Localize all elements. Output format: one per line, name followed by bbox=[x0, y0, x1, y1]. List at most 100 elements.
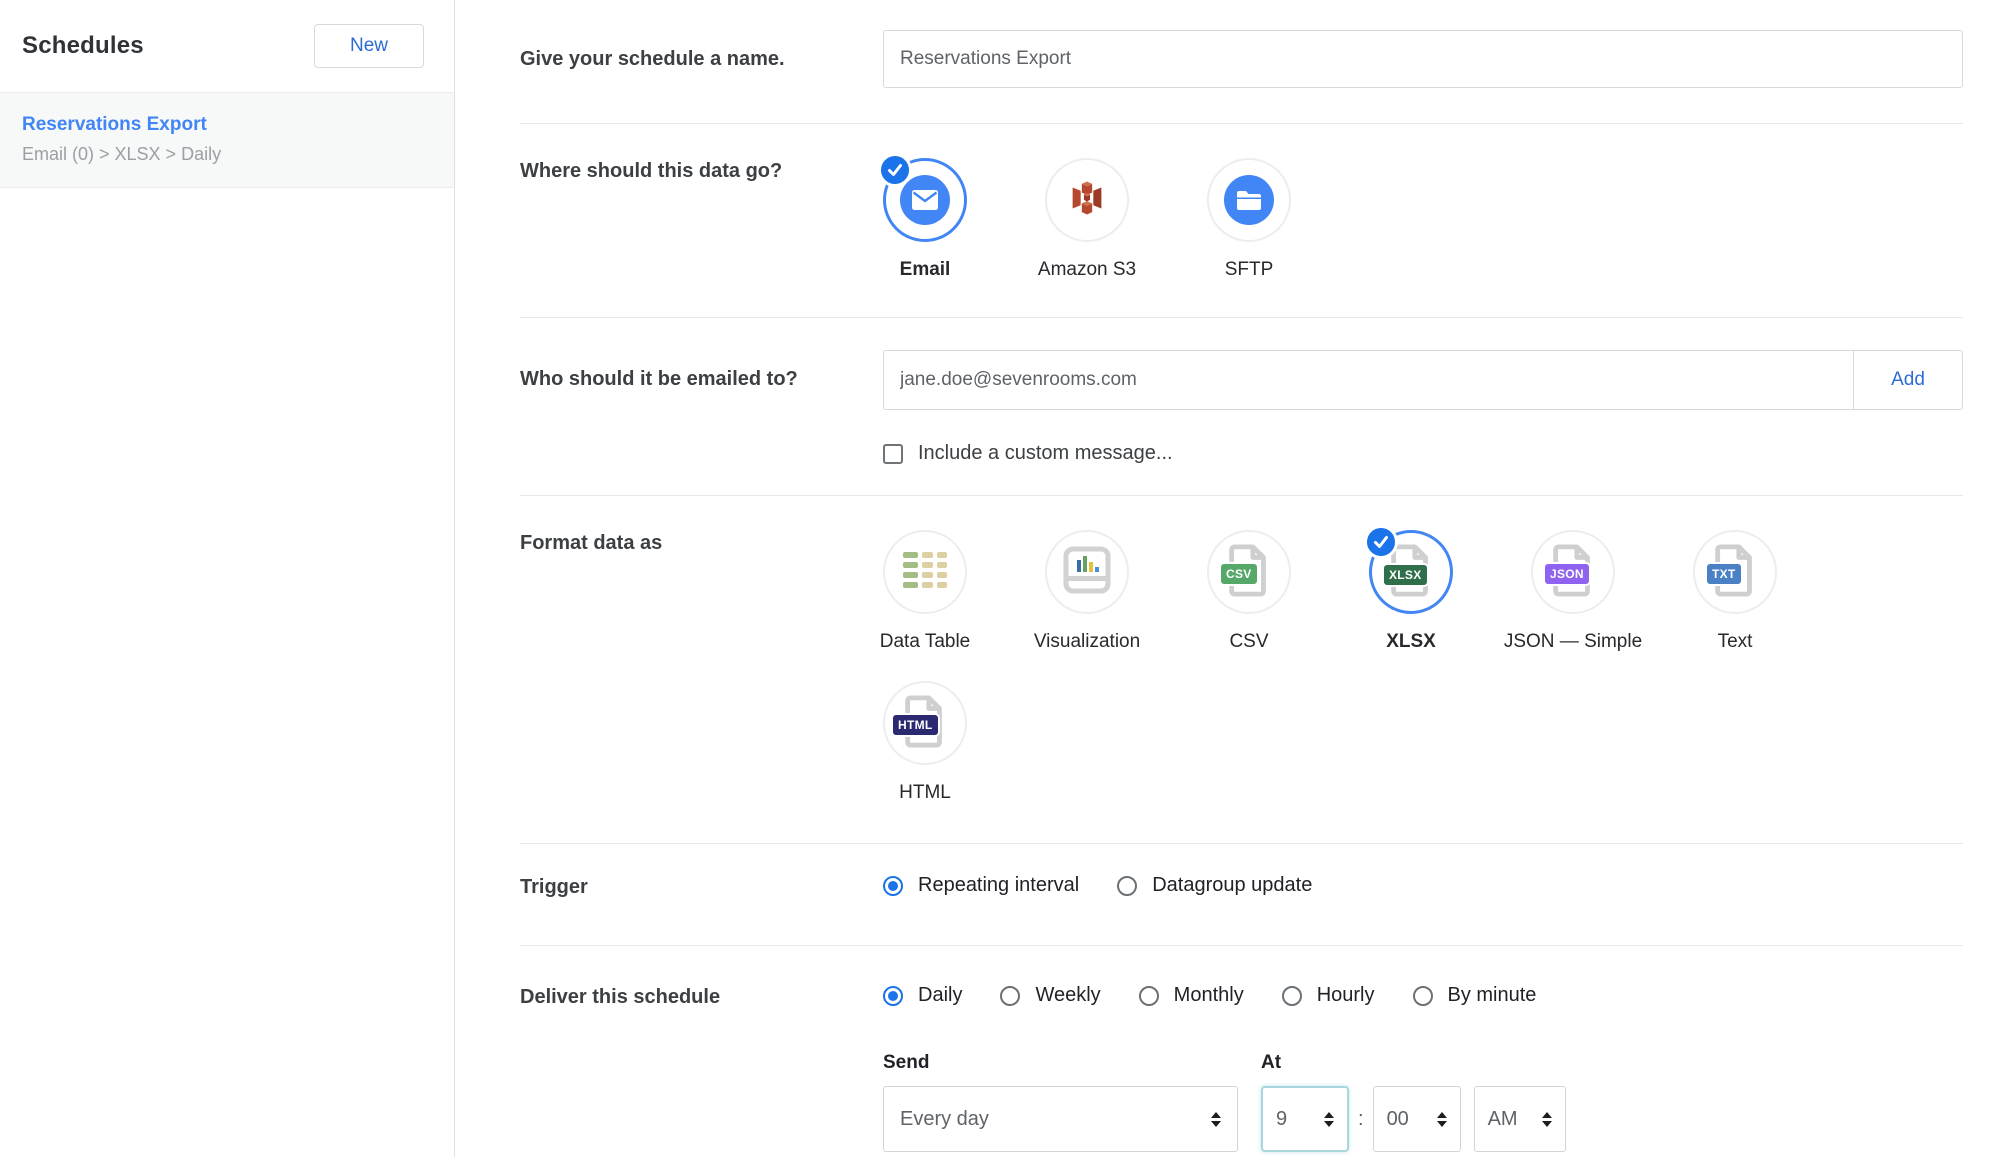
selected-check-icon bbox=[878, 153, 912, 187]
schedule-item-summary: Email (0) > XLSX > Daily bbox=[22, 144, 222, 164]
select-arrows-icon bbox=[1324, 1111, 1334, 1127]
format-section: Format data as bbox=[520, 496, 1963, 844]
send-label: Send bbox=[883, 1052, 930, 1073]
xlsx-badge: XLSX bbox=[1382, 563, 1429, 587]
name-section: Give your schedule a name. bbox=[520, 0, 1963, 124]
recipients-section-label: Who should it be emailed to? bbox=[520, 368, 798, 390]
radio-unselected-icon bbox=[1138, 985, 1159, 1006]
s3-option-circle bbox=[1045, 158, 1129, 242]
format-option-text[interactable]: TXT Text bbox=[1693, 530, 1777, 653]
destination-option-amazon-s3[interactable]: Amazon S3 bbox=[1038, 158, 1136, 281]
json-option-circle: JSON bbox=[1531, 530, 1615, 614]
deliver-option-hourly[interactable]: Hourly bbox=[1281, 984, 1375, 1007]
visualization-icon bbox=[1063, 546, 1111, 599]
txt-badge: TXT bbox=[1705, 562, 1743, 586]
custom-message-label: Include a custom message... bbox=[918, 442, 1173, 464]
schedule-name-input[interactable] bbox=[883, 30, 1963, 88]
meridiem-value: AM bbox=[1487, 1107, 1518, 1130]
recipients-section: Who should it be emailed to? Add Include… bbox=[520, 318, 1963, 496]
trigger-section: Trigger Repeating interval Datagroup upd… bbox=[520, 844, 1963, 946]
amazon-s3-icon bbox=[1064, 175, 1110, 226]
destination-option-sftp[interactable]: SFTP bbox=[1207, 158, 1291, 281]
schedule-time-controls: Send Every day At 9 : bbox=[883, 1052, 1963, 1152]
destination-options: Email bbox=[878, 153, 1963, 281]
sidebar-title: Schedules bbox=[22, 32, 144, 59]
file-icon bbox=[1227, 543, 1271, 602]
radio-unselected-icon bbox=[1412, 985, 1433, 1006]
select-arrows-icon bbox=[1436, 1111, 1447, 1127]
minute-value: 00 bbox=[1386, 1107, 1409, 1130]
radio-option-label: Monthly bbox=[1173, 984, 1244, 1006]
email-input-row: Add bbox=[883, 350, 1963, 410]
format-option-json-simple[interactable]: JSON JSON — Simple bbox=[1504, 530, 1642, 653]
radio-option-label: Repeating interval bbox=[918, 874, 1080, 896]
schedule-form: Give your schedule a name. Where should … bbox=[455, 0, 2000, 1157]
meridiem-select[interactable]: AM bbox=[1473, 1086, 1566, 1152]
at-column: At 9 : 00 AM bbox=[1261, 1052, 1566, 1152]
deliver-option-daily[interactable]: Daily bbox=[883, 984, 962, 1007]
data-table-icon bbox=[901, 550, 949, 595]
select-arrows-icon bbox=[1211, 1111, 1221, 1127]
destination-option-label: SFTP bbox=[1224, 259, 1274, 280]
data-table-option-circle bbox=[883, 530, 967, 614]
deliver-option-weekly[interactable]: Weekly bbox=[1000, 984, 1101, 1007]
format-option-label: Data Table bbox=[879, 631, 971, 652]
sftp-folder-icon bbox=[1224, 175, 1274, 225]
format-option-data-table[interactable]: Data Table bbox=[880, 530, 970, 653]
format-section-label: Format data as bbox=[520, 532, 663, 554]
deliver-option-monthly[interactable]: Monthly bbox=[1138, 984, 1244, 1007]
deliver-frequency-options: Daily Weekly Monthly Hourly bbox=[883, 984, 1963, 1007]
deliver-section-label: Deliver this schedule bbox=[520, 986, 721, 1008]
time-select-row: 9 : 00 AM bbox=[1261, 1086, 1566, 1152]
radio-option-label: Daily bbox=[918, 984, 963, 1006]
trigger-section-label: Trigger bbox=[520, 876, 588, 898]
sftp-option-circle bbox=[1207, 158, 1291, 242]
new-schedule-button[interactable]: New bbox=[314, 24, 424, 68]
hour-select[interactable]: 9 bbox=[1261, 1086, 1349, 1152]
destination-option-label: Email bbox=[899, 259, 951, 280]
schedules-sidebar: Schedules New Reservations Export Email … bbox=[0, 0, 455, 1157]
format-options: Data Table bbox=[880, 525, 1873, 804]
custom-message-checkbox[interactable] bbox=[883, 443, 903, 464]
send-interval-select[interactable]: Every day bbox=[883, 1086, 1238, 1152]
radio-selected-icon bbox=[883, 875, 903, 896]
file-icon bbox=[1713, 543, 1757, 602]
radio-option-label: Datagroup update bbox=[1152, 874, 1313, 896]
add-recipient-button[interactable]: Add bbox=[1853, 350, 1963, 410]
format-option-label: CSV bbox=[1229, 631, 1269, 652]
visualization-option-circle bbox=[1045, 530, 1129, 614]
name-section-label: Give your schedule a name. bbox=[520, 48, 785, 70]
format-option-visualization[interactable]: Visualization bbox=[1034, 530, 1140, 653]
send-interval-value: Every day bbox=[900, 1107, 989, 1130]
format-option-html[interactable]: HTML HTML bbox=[883, 681, 967, 804]
radio-selected-icon bbox=[883, 985, 903, 1006]
radio-option-label: Hourly bbox=[1316, 984, 1375, 1006]
format-option-csv[interactable]: CSV CSV bbox=[1207, 530, 1291, 653]
sidebar-header: Schedules New bbox=[0, 0, 454, 93]
email-option-circle bbox=[878, 153, 967, 242]
recipient-email-input[interactable] bbox=[883, 350, 1854, 410]
schedule-list-item[interactable]: Reservations Export Email (0) > XLSX > D… bbox=[0, 93, 454, 188]
json-badge: JSON bbox=[1543, 562, 1591, 586]
text-option-circle: TXT bbox=[1693, 530, 1777, 614]
format-option-xlsx[interactable]: XLSX XLSX bbox=[1364, 525, 1453, 653]
destination-section-label: Where should this data go? bbox=[520, 160, 783, 182]
destination-option-label: Amazon S3 bbox=[1037, 259, 1137, 280]
trigger-option-datagroup-update[interactable]: Datagroup update bbox=[1117, 874, 1312, 897]
destination-option-email[interactable]: Email bbox=[878, 153, 967, 281]
file-icon bbox=[903, 694, 947, 753]
format-option-label: Text bbox=[1717, 631, 1753, 652]
custom-message-row: Include a custom message... bbox=[883, 442, 1963, 465]
deliver-option-by-minute[interactable]: By minute bbox=[1412, 984, 1536, 1007]
at-label: At bbox=[1261, 1052, 1282, 1073]
file-icon bbox=[1551, 543, 1595, 602]
trigger-option-repeating-interval[interactable]: Repeating interval bbox=[883, 874, 1079, 897]
radio-unselected-icon bbox=[1117, 875, 1138, 896]
email-icon bbox=[900, 175, 950, 225]
hour-value: 9 bbox=[1276, 1107, 1288, 1130]
csv-option-circle: CSV bbox=[1207, 530, 1291, 614]
format-option-label: HTML bbox=[899, 782, 951, 803]
format-option-label: Visualization bbox=[1033, 631, 1141, 652]
minute-select[interactable]: 00 bbox=[1372, 1086, 1461, 1152]
